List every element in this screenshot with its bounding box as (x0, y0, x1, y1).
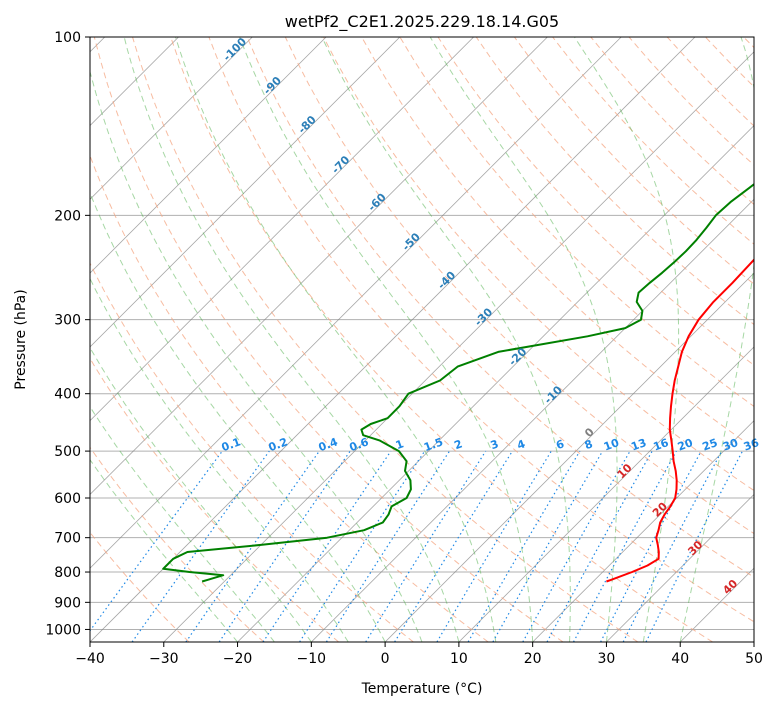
dry-adiabat-line (90, 262, 414, 642)
mixing-ratio-line (365, 450, 487, 642)
mixing-ratio-line (436, 450, 552, 642)
mixing-ratio-line (467, 450, 581, 642)
y-tick-label: 900 (54, 595, 81, 611)
x-tick-label: −10 (297, 651, 327, 667)
mixing-ratio-line (325, 450, 450, 642)
isotherm-line (458, 346, 754, 642)
x-tick-label: −40 (75, 651, 105, 667)
mixing-ratio-line (262, 450, 392, 642)
dry-adiabat-line (284, 37, 754, 535)
isotherm-line (90, 37, 622, 569)
moist-adiabat-line (679, 37, 754, 642)
mixing-ratio-label: 36 (742, 436, 761, 454)
dry-adiabat-line (323, 37, 754, 492)
dry-adiabat-line (90, 446, 265, 642)
y-tick-label: 500 (54, 444, 81, 460)
moist-adiabat-line (90, 405, 275, 642)
mixing-ratio-label: 1 (394, 437, 406, 452)
mixing-ratio-line (572, 450, 677, 642)
mixing-ratio-label: 0.2 (267, 435, 290, 454)
x-tick-label: 40 (671, 651, 689, 667)
dry-adiabat-line (93, 37, 564, 642)
mixing-ratio-label: 30 (721, 436, 740, 454)
y-tick-label: 800 (54, 565, 81, 581)
mixing-ratio-line (218, 450, 351, 642)
y-tick-label: 100 (54, 30, 81, 46)
y-tick-label: 600 (54, 491, 81, 507)
x-tick-label: 10 (450, 651, 468, 667)
mixing-ratio-label: 1.5 (422, 435, 445, 454)
x-tick-label: −20 (223, 651, 253, 667)
y-tick-label: 1000 (45, 622, 81, 638)
isotherm-line (606, 493, 754, 642)
mixing-ratio-line (131, 450, 270, 642)
dry-adiabat-line (399, 37, 754, 408)
moist-adiabat-line (573, 37, 680, 642)
dry-adiabat-line (475, 37, 754, 326)
isotherm-line (90, 37, 474, 422)
mixing-ratio-label: 4 (515, 437, 527, 452)
dewpoint-profile (162, 183, 754, 583)
mixing-ratio-label: 0.4 (317, 435, 340, 454)
temperature-profile (606, 258, 754, 583)
mixing-ratio-label: 3 (489, 437, 501, 452)
mixing-ratio-line (185, 450, 320, 642)
x-tick-label: 50 (745, 651, 763, 667)
chart-title: wetPf2_C2E1.2025.229.18.14.G05 (285, 12, 559, 32)
isotherm-line (237, 124, 754, 642)
y-axis-title: Pressure (hPa) (13, 289, 29, 389)
mixing-ratio-line (394, 450, 513, 642)
y-tick-label: 400 (54, 387, 81, 403)
mixing-ratio-label: 2 (452, 437, 464, 452)
moist-adiabat-line (321, 37, 571, 642)
x-tick-label: 0 (381, 651, 390, 667)
mixing-ratio-label: 13 (629, 436, 648, 453)
moist-adiabat-line (123, 37, 460, 642)
dry-adiabat-line (208, 37, 754, 623)
x-tick-label: 20 (524, 651, 542, 667)
mixing-ratio-label: 0.6 (348, 435, 371, 454)
y-tick-label: 300 (54, 313, 81, 329)
moist-adiabat-line (90, 346, 312, 642)
y-tick-label: 700 (54, 531, 81, 547)
moist-adiabat-line (90, 191, 386, 642)
mixing-ratio-label: 16 (652, 436, 671, 454)
isotherm-line (90, 37, 253, 200)
plot-frame (89, 36, 755, 643)
dry-adiabat-line (246, 37, 754, 578)
mixing-ratio-label: 8 (583, 437, 595, 452)
mixing-ratio-line (299, 450, 426, 642)
moist-adiabat-line (90, 277, 349, 642)
x-tick-label: 30 (598, 651, 616, 667)
mixing-ratio-label: 6 (554, 437, 566, 452)
isotherm-line (90, 37, 327, 274)
moist-adiabat-line (175, 37, 497, 642)
moist-adiabat-line (90, 69, 423, 642)
isotherm-line (163, 51, 754, 642)
moist-adiabat-line (239, 37, 534, 642)
isotherm-line (90, 37, 401, 348)
mixing-ratio-label: 0.1 (220, 435, 243, 454)
dry-adiabat-line (132, 37, 639, 642)
moist-adiabat-line (429, 37, 618, 642)
dry-adiabat-line (170, 37, 713, 642)
y-tick-label: 200 (54, 208, 81, 224)
isotherm-line (532, 420, 754, 642)
isotherm-line (90, 37, 548, 496)
plot-area (90, 37, 754, 642)
x-axis-title: Temperature (°C) (361, 681, 483, 697)
axis-ticks: −40 −30 −20 −10 0 10 20 30 40 5010020030040050060… (45, 30, 763, 667)
moist-adiabat-line (90, 458, 238, 642)
mixing-ratio-label: 10 (602, 436, 621, 454)
x-tick-label: −30 (149, 651, 179, 667)
dry-adiabat-line (437, 37, 754, 366)
dry-adiabat-line (513, 37, 754, 285)
mixing-ratio-label: 20 (676, 436, 695, 454)
mixing-ratio-label: 25 (701, 436, 720, 453)
